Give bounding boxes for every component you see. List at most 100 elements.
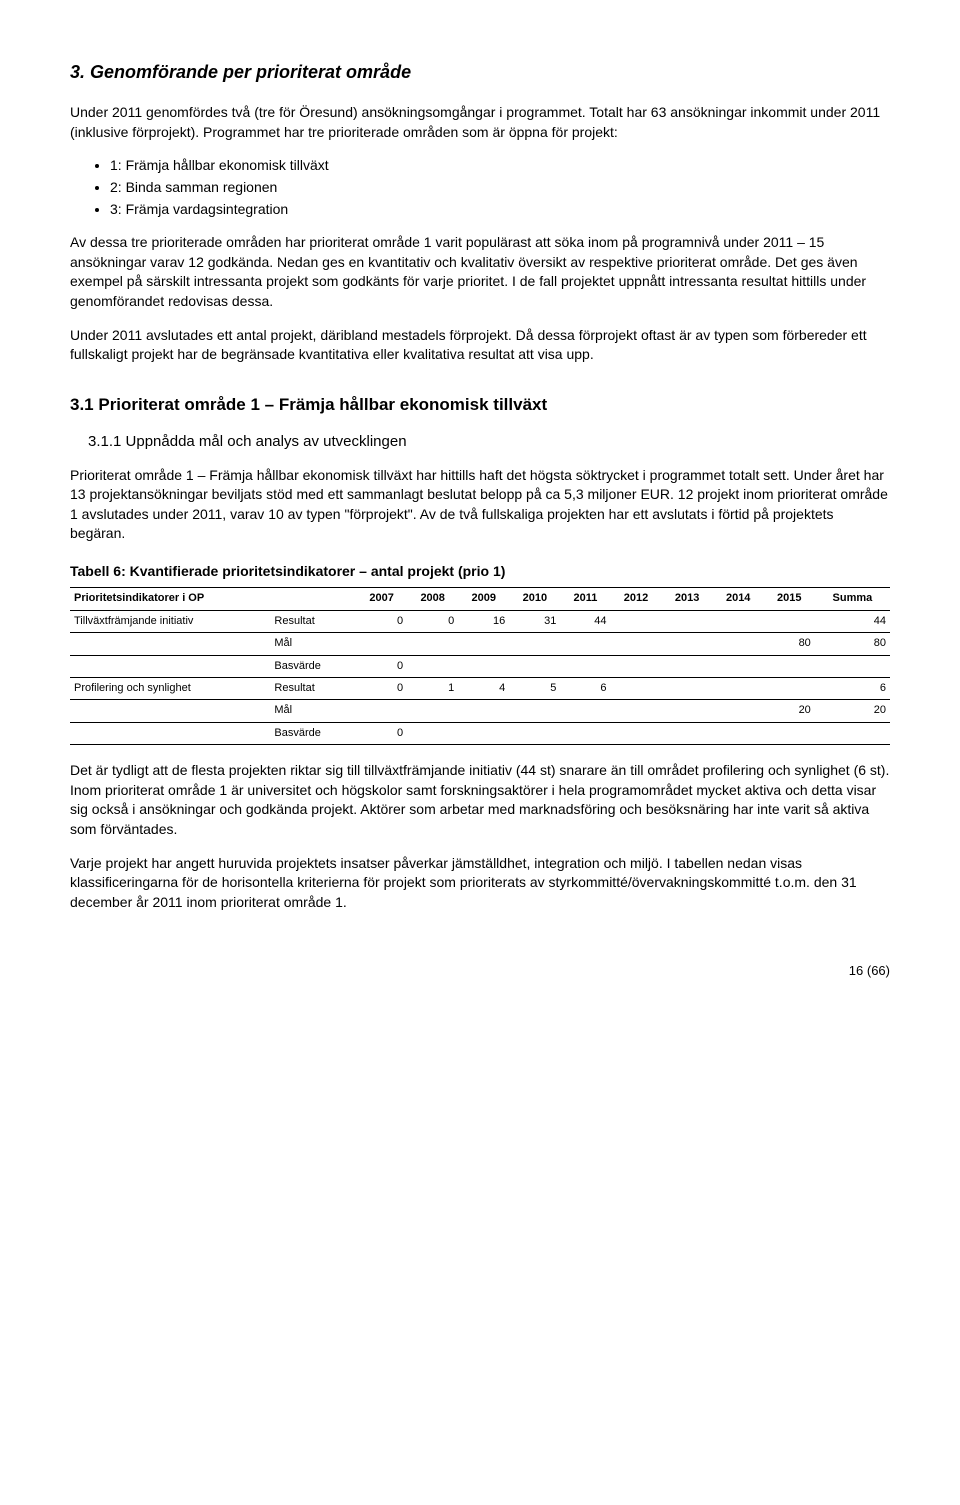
col-header: Prioritetsindikatorer i OP <box>70 588 356 610</box>
cell <box>509 700 560 722</box>
cell <box>458 700 509 722</box>
table-row: Mål 80 80 <box>70 633 890 655</box>
list-item: 2: Binda samman regionen <box>110 178 890 198</box>
cell: 0 <box>356 678 407 700</box>
table-row: Basvärde 0 <box>70 655 890 677</box>
cell <box>611 633 662 655</box>
col-header: 2007 <box>356 588 407 610</box>
cell <box>560 700 610 722</box>
cell <box>70 655 270 677</box>
cell <box>764 610 815 632</box>
paragraph: Av dessa tre prioriterade områden har pr… <box>70 233 890 311</box>
priority-list: 1: Främja hållbar ekonomisk tillväxt 2: … <box>70 156 890 219</box>
cell <box>713 722 764 744</box>
col-header: 2015 <box>764 588 815 610</box>
cell <box>713 678 764 700</box>
list-item: 1: Främja hållbar ekonomisk tillväxt <box>110 156 890 176</box>
cell: 6 <box>560 678 610 700</box>
cell <box>764 722 815 744</box>
cell <box>662 633 713 655</box>
cell <box>407 633 458 655</box>
cell: Basvärde <box>270 722 356 744</box>
cell: 1 <box>407 678 458 700</box>
cell: Profilering och synlighet <box>70 678 270 700</box>
table-row: Tillväxtfrämjande initiativ Resultat 0 0… <box>70 610 890 632</box>
cell: Basvärde <box>270 655 356 677</box>
col-header: 2013 <box>662 588 713 610</box>
cell <box>560 655 610 677</box>
cell <box>407 722 458 744</box>
cell <box>611 610 662 632</box>
cell: 16 <box>458 610 509 632</box>
cell <box>611 700 662 722</box>
cell <box>70 722 270 744</box>
cell <box>713 633 764 655</box>
cell <box>458 722 509 744</box>
cell: Mål <box>270 633 356 655</box>
cell: 6 <box>815 678 890 700</box>
cell: 0 <box>407 610 458 632</box>
cell: Resultat <box>270 610 356 632</box>
cell: 20 <box>815 700 890 722</box>
cell: 0 <box>356 610 407 632</box>
cell <box>70 700 270 722</box>
cell: Tillväxtfrämjande initiativ <box>70 610 270 632</box>
page-number: 16 (66) <box>70 962 890 980</box>
cell <box>662 678 713 700</box>
cell: Resultat <box>270 678 356 700</box>
cell <box>611 722 662 744</box>
cell: 4 <box>458 678 509 700</box>
cell <box>815 655 890 677</box>
indicator-table: Prioritetsindikatorer i OP 2007 2008 200… <box>70 587 890 745</box>
cell <box>713 655 764 677</box>
cell <box>662 610 713 632</box>
cell: 0 <box>356 655 407 677</box>
cell <box>70 633 270 655</box>
list-item: 3: Främja vardagsintegration <box>110 200 890 220</box>
paragraph: Det är tydligt att de flesta projekten r… <box>70 761 890 839</box>
col-header: 2009 <box>458 588 509 610</box>
subsubsection-heading: 3.1.1 Uppnådda mål och analys av utveckl… <box>88 431 890 452</box>
table-caption: Tabell 6: Kvantifierade prioritetsindika… <box>70 562 890 582</box>
col-header: 2014 <box>713 588 764 610</box>
cell <box>662 700 713 722</box>
cell <box>764 655 815 677</box>
table-row: Mål 20 20 <box>70 700 890 722</box>
cell <box>560 722 610 744</box>
cell <box>458 633 509 655</box>
col-header: 2011 <box>560 588 610 610</box>
col-header: 2012 <box>611 588 662 610</box>
cell <box>713 700 764 722</box>
cell <box>560 633 610 655</box>
col-header: Summa <box>815 588 890 610</box>
cell <box>356 700 407 722</box>
cell <box>662 655 713 677</box>
cell: 20 <box>764 700 815 722</box>
subsection-heading: 3.1 Prioriterat område 1 – Främja hållba… <box>70 393 890 417</box>
cell <box>815 722 890 744</box>
cell: 31 <box>509 610 560 632</box>
paragraph: Prioriterat område 1 – Främja hållbar ek… <box>70 466 890 544</box>
cell: 44 <box>815 610 890 632</box>
table-header-row: Prioritetsindikatorer i OP 2007 2008 200… <box>70 588 890 610</box>
cell <box>509 633 560 655</box>
col-header: 2010 <box>509 588 560 610</box>
cell <box>509 655 560 677</box>
paragraph: Varje projekt har angett huruvida projek… <box>70 854 890 913</box>
cell: 44 <box>560 610 610 632</box>
cell <box>611 678 662 700</box>
cell <box>611 655 662 677</box>
cell: 80 <box>764 633 815 655</box>
paragraph: Under 2011 avslutades ett antal projekt,… <box>70 326 890 365</box>
cell <box>407 655 458 677</box>
cell <box>458 655 509 677</box>
cell <box>356 633 407 655</box>
cell: 0 <box>356 722 407 744</box>
col-header: 2008 <box>407 588 458 610</box>
cell: 5 <box>509 678 560 700</box>
paragraph-intro: Under 2011 genomfördes två (tre för Öres… <box>70 103 890 142</box>
cell <box>407 700 458 722</box>
section-heading: 3. Genomförande per prioriterat område <box>70 60 890 85</box>
cell: Mål <box>270 700 356 722</box>
table-row: Profilering och synlighet Resultat 0 1 4… <box>70 678 890 700</box>
